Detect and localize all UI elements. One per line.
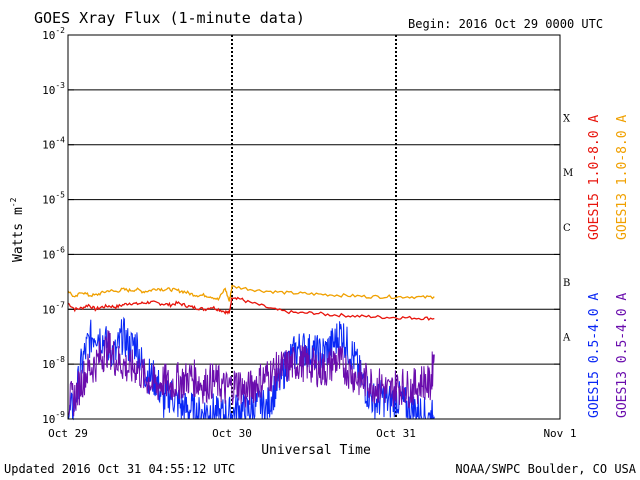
flare-class-label: X xyxy=(563,113,571,124)
x-tick-label: Oct 29 xyxy=(48,427,88,440)
x-tick-label: Oct 30 xyxy=(212,427,252,440)
y-tick-label: 10-2 xyxy=(42,26,65,42)
y-tick-label: 10-3 xyxy=(42,81,65,97)
flare-class-label: A xyxy=(562,333,571,344)
legend: GOES15 1.0-8.0 A GOES13 1.0-8.0 A GOES15 0… xyxy=(587,115,630,418)
data-series xyxy=(67,284,435,421)
series-line-3 xyxy=(67,330,435,417)
series-line-1 xyxy=(67,284,435,302)
flare-class-label: C xyxy=(563,223,571,234)
plot-border xyxy=(67,34,561,420)
credit-label: NOAA/SWPC Boulder, CO USA xyxy=(455,462,636,476)
plot-frame xyxy=(67,34,561,420)
svg-text:Watts m-2: Watts m-2 xyxy=(9,197,26,262)
chart-title: GOES Xray Flux (1-minute data) xyxy=(34,9,305,27)
x-tick-label: Oct 31 xyxy=(376,427,416,440)
legend-entry: GOES13 0.5-4.0 A xyxy=(615,293,630,418)
legend-entry: GOES13 1.0-8.0 A xyxy=(615,115,630,240)
flare-class-labels: X M C B A xyxy=(562,113,573,343)
x-axis-ticks: Oct 29 Oct 30 Oct 31 Nov 1 xyxy=(48,427,576,440)
x-tick-label: Nov 1 xyxy=(543,427,576,440)
y-tick-label: 10-4 xyxy=(42,136,65,152)
y-axis-label-text: Watts m xyxy=(11,207,26,262)
flare-class-label: B xyxy=(563,278,570,289)
y-axis-label: Watts m-2 xyxy=(9,197,26,262)
flare-class-label: M xyxy=(563,168,573,179)
legend-entry: GOES15 0.5-4.0 A xyxy=(587,293,602,418)
y-tick-label: 10-6 xyxy=(42,245,65,261)
begin-label: Begin: 2016 Oct 29 0000 UTC xyxy=(408,17,603,31)
updated-label: Updated 2016 Oct 31 04:55:12 UTC xyxy=(4,462,235,476)
y-axis-ticks: 10-2 10-3 10-4 10-5 10-6 10-7 10-8 10-9 xyxy=(42,26,560,426)
y-tick-label: 10-9 xyxy=(42,410,65,426)
y-tick-label: 10-5 xyxy=(42,191,65,207)
y-tick-label: 10-8 xyxy=(42,355,65,371)
series-line-0 xyxy=(67,296,435,321)
x-axis-label: Universal Time xyxy=(261,443,371,458)
y-tick-label: 10-7 xyxy=(42,300,65,316)
legend-entry: GOES15 1.0-8.0 A xyxy=(587,115,602,240)
y-axis-label-superscript: -2 xyxy=(9,197,18,207)
